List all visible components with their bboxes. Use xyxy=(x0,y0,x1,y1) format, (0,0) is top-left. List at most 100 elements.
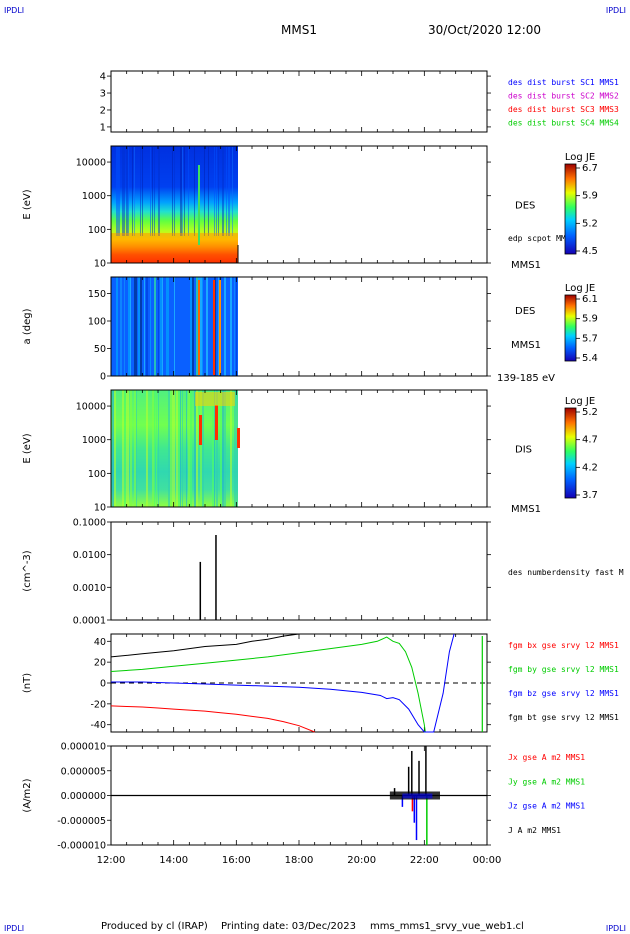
panel5-ylabel: (cm^-3) xyxy=(22,550,33,591)
panel7-legend-entry: Jy gse A m2 MMS1 xyxy=(508,777,585,786)
panel1-ytick-label: 4 xyxy=(100,72,106,83)
panel3-sc-label: MMS1 xyxy=(511,340,541,351)
panel6-ylabel: (nT) xyxy=(22,673,33,693)
panel5-frame xyxy=(110,521,488,621)
panel2-colorbar-title: Log JE xyxy=(565,152,595,163)
panel2-colorbar-tick: 5.9 xyxy=(582,191,598,202)
corner-label-tl: IPDLI xyxy=(4,6,24,15)
panel2-sc-label: MMS1 xyxy=(511,260,541,271)
panel4-colorbar-tick: 5.2 xyxy=(582,407,598,418)
panel6-ytick-label: 0 xyxy=(100,679,106,690)
x-tick-label: 12:00 xyxy=(97,855,126,866)
panel3-ytick-label: 0 xyxy=(100,372,106,383)
panel2-colorbar-tick: 6.7 xyxy=(582,163,598,174)
panel3-ytick-label: 100 xyxy=(88,317,106,328)
panel7-legend-entry: Jx gse A m2 MMS1 xyxy=(508,753,585,762)
panel1-frame xyxy=(110,70,488,133)
header-spacecraft: MMS1 xyxy=(281,23,317,37)
dis-energy-spectrogram xyxy=(111,390,240,507)
des-pitch-angle-spectrogram xyxy=(111,277,238,376)
panel1-legend-entry: des dist burst SC3 MMS3 xyxy=(508,105,619,114)
panel4-colorbar-tick: 4.2 xyxy=(582,462,598,473)
x-tick-label: 16:00 xyxy=(222,855,251,866)
panel4-colorbar-title: Log JE xyxy=(565,396,595,407)
panel3-colorbar xyxy=(564,294,577,362)
panel6-legend-entry: fgm bz gse srvy l2 MMS1 xyxy=(508,689,619,698)
panel6-series-line xyxy=(110,636,426,733)
panel2-ylabel: E (eV) xyxy=(22,189,33,219)
x-tick-label: 14:00 xyxy=(159,855,188,866)
panel3-colorbar-tick: 5.4 xyxy=(582,353,598,364)
panel7-ytick-label: 0.000000 xyxy=(61,791,106,802)
panel2-ytick-label: 1000 xyxy=(82,191,106,202)
panel6-legend-entry: fgm bx gse srvy l2 MMS1 xyxy=(508,641,619,650)
panel4-ylabel: E (eV) xyxy=(22,433,33,463)
panel1-ytick-label: 3 xyxy=(100,89,106,100)
panel5-legend-entry: des numberdensity fast M xyxy=(508,568,624,577)
panel7-ytick-label: -0.000005 xyxy=(57,816,106,827)
panel2-colorbar-tick: 5.2 xyxy=(582,218,598,229)
panel3-colorbar-title: Log JE xyxy=(565,283,595,294)
panel4-colorbar-tick: 3.7 xyxy=(582,490,598,501)
x-tick-label: 20:00 xyxy=(347,855,376,866)
panel7-ytick-label: 0.000005 xyxy=(61,766,106,777)
panel4-ytick-label: 10 xyxy=(94,503,106,514)
panel4-species: DIS xyxy=(515,445,532,456)
panel6-ytick-label: 40 xyxy=(94,637,106,648)
panel2-ytick-label: 10000 xyxy=(76,158,106,169)
panel7-legend-entry: Jz gse A m2 MMS1 xyxy=(508,802,585,811)
corner-label-tr: IPDLI xyxy=(606,6,626,15)
panel4-ytick-label: 1000 xyxy=(82,435,106,446)
panel6-ytick-label: -20 xyxy=(90,699,106,710)
panel7-ylabel: (A/m2) xyxy=(22,778,33,812)
panel6-ytick-label: 20 xyxy=(94,658,106,669)
panel1-legend-entry: des dist burst SC4 MMS4 xyxy=(508,118,619,127)
panel4-sc-label: MMS1 xyxy=(511,504,541,515)
panel5-ytick-label: 0.0001 xyxy=(73,616,106,627)
panel5-ytick-label: 0.0100 xyxy=(73,550,106,561)
panel4-ytick-label: 10000 xyxy=(76,402,106,413)
panel1-ytick-label: 1 xyxy=(100,122,106,133)
panel2-species: DES xyxy=(515,201,535,212)
des-energy-spectrogram xyxy=(111,146,238,263)
panel7-legend-entry: J A m2 MMS1 xyxy=(508,826,561,835)
x-tick-label: 00:00 xyxy=(473,855,502,866)
panel4-colorbar xyxy=(564,407,577,499)
panel7-ytick-label: -0.000010 xyxy=(57,841,106,852)
panel5-ytick-label: 0.1000 xyxy=(73,518,106,529)
panel3-colorbar-tick: 5.9 xyxy=(582,314,598,325)
footer-file-name: mms_mms1_srvy_vue_web1.cl xyxy=(370,921,524,932)
panel6-legend-entry: fgm bt gse srvy l2 MMS1 xyxy=(508,713,619,722)
panel4-colorbar-tick: 4.7 xyxy=(582,435,598,446)
panel7-ytick-label: 0.000010 xyxy=(61,742,106,753)
x-tick-label: 22:00 xyxy=(410,855,439,866)
panel2-overlay-label: edp scpot MMS1 xyxy=(508,234,576,243)
panel1-legend-entry: des dist burst SC1 MMS1 xyxy=(508,78,619,87)
panel2-colorbar xyxy=(564,163,577,255)
header-datetime: 30/Oct/2020 12:00 xyxy=(428,23,541,37)
panel6-series-line xyxy=(110,705,315,733)
corner-label-br: IPDLI xyxy=(606,924,626,933)
panel4-ytick-label: 100 xyxy=(88,469,106,480)
panel6-series-line xyxy=(110,633,300,658)
panel6-legend-entry: fgm by gse srvy l2 MMS1 xyxy=(508,665,619,674)
panel3-ytick-label: 50 xyxy=(94,344,106,355)
footer-printing-date: Printing date: 03/Dec/2023 xyxy=(221,921,356,932)
panel2-colorbar-tick: 4.5 xyxy=(582,246,598,257)
x-tick-label: 18:00 xyxy=(285,855,314,866)
panel3-colorbar-tick: 5.7 xyxy=(582,333,598,344)
corner-label-bl: IPDLI xyxy=(4,924,24,933)
panel5-ytick-label: 0.0010 xyxy=(73,583,106,594)
panel3-species: DES xyxy=(515,306,535,317)
panel2-ytick-label: 100 xyxy=(88,225,106,236)
panel1-ytick-label: 2 xyxy=(100,105,106,116)
footer-produced-by: Produced by cl (IRAP) xyxy=(101,921,208,932)
panel6-series-line xyxy=(111,633,455,733)
panel2-ytick-label: 10 xyxy=(94,259,106,270)
panel3-ylabel: a (deg) xyxy=(22,308,33,344)
panel3-colorbar-tick: 6.1 xyxy=(582,294,598,305)
panel3-ytick-label: 150 xyxy=(88,289,106,300)
panel6-ytick-label: -40 xyxy=(90,720,106,731)
panel3-energy-band: 139-185 eV xyxy=(497,373,555,384)
